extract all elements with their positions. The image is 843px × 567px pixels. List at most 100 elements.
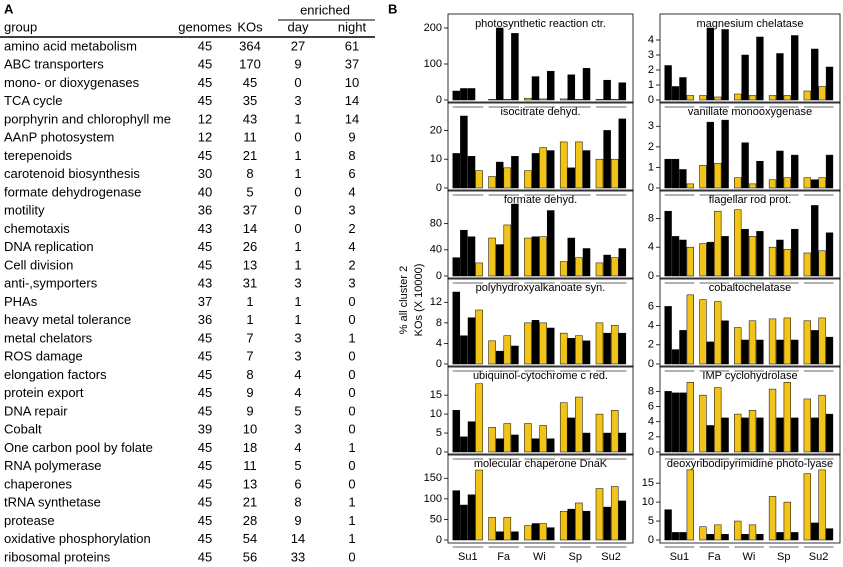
cell-number: 0: [348, 349, 355, 364]
cell-number: 4: [294, 385, 301, 400]
bar: [721, 534, 729, 541]
cell-number: 21: [243, 148, 257, 163]
bar: [467, 88, 476, 101]
cell-label: ABC transporters: [4, 57, 104, 72]
cell-number: 0: [294, 203, 301, 218]
cell-number: 45: [198, 257, 212, 272]
y-tick-label: 4: [648, 320, 654, 332]
bar: [503, 167, 512, 189]
cell-number: 14: [345, 111, 359, 126]
y-tick-label: 100: [424, 58, 442, 70]
panel-frame: [659, 365, 841, 456]
bar: [748, 236, 757, 277]
cell-number: 7: [246, 349, 253, 364]
bar: [610, 325, 619, 365]
bar: [595, 413, 604, 453]
bar: [741, 534, 749, 541]
y-tick-label: 5: [436, 427, 442, 439]
bar: [467, 156, 476, 189]
cell-number: 45: [198, 476, 212, 491]
bar: [768, 388, 777, 453]
cell-number: 8: [246, 367, 253, 382]
cell-number: 3: [294, 422, 301, 437]
x-group-label: Su2: [809, 551, 829, 563]
bar: [734, 177, 742, 189]
cell-number: 45: [243, 75, 257, 90]
cell-number: 1: [348, 330, 355, 345]
bar: [524, 237, 532, 277]
cell-number: 0: [348, 549, 355, 564]
bar: [741, 142, 749, 189]
bar: [567, 338, 576, 365]
bar: [791, 339, 799, 365]
cell-label: One carbon pool by folate: [4, 440, 153, 455]
bar: [756, 36, 764, 101]
bar: [460, 229, 468, 277]
cell-number: 13: [243, 257, 257, 272]
cell-label: Cell division: [4, 257, 73, 272]
panel-frame: [659, 189, 841, 280]
x-group-label: Wi: [533, 551, 546, 563]
bar: [706, 341, 714, 365]
y-axis-label: % all cluster 2: [398, 266, 410, 334]
cell-number: 45: [198, 385, 212, 400]
x-group-label: Sp: [777, 551, 790, 563]
bar: [714, 96, 722, 101]
cell-number: 45: [198, 440, 212, 455]
cell-number: 56: [243, 549, 257, 564]
bar: [559, 261, 568, 277]
bar: [511, 156, 519, 189]
cell-number: 18: [243, 440, 257, 455]
bar: [756, 339, 764, 365]
bar: [803, 177, 811, 189]
bar: [664, 509, 672, 541]
cell-number: 45: [198, 75, 212, 90]
y-tick-label: 100: [424, 493, 442, 505]
bar: [539, 523, 547, 541]
bar: [776, 239, 784, 277]
bar: [664, 158, 672, 189]
bar: [610, 257, 619, 277]
cell-label: motility: [4, 203, 45, 218]
cell-number: 11: [243, 458, 257, 473]
cell-number: 0: [348, 385, 355, 400]
cell-number: 12: [198, 111, 212, 126]
cell-label: DNA repair: [4, 403, 68, 418]
bar: [610, 99, 619, 101]
bar: [706, 241, 714, 277]
bar: [582, 432, 591, 453]
cell-number: 3: [294, 276, 301, 291]
cell-number: 0: [294, 184, 301, 199]
bar: [603, 79, 611, 101]
y-tick-label: 2: [648, 64, 654, 76]
cell-label: protease: [4, 513, 55, 528]
y-tick-label: 4: [648, 416, 654, 428]
bar: [475, 170, 483, 189]
bar: [803, 320, 811, 365]
cell-label: chaperones: [4, 476, 72, 491]
bar: [495, 244, 504, 277]
bar: [811, 179, 819, 189]
bar: [679, 330, 687, 365]
bar: [539, 425, 547, 453]
bar: [776, 53, 784, 101]
cell-number: 8: [294, 495, 301, 510]
bar: [524, 97, 532, 101]
bar: [503, 335, 512, 365]
cell-number: 6: [348, 166, 355, 181]
panel-title: magnesium chelatase: [696, 18, 803, 30]
panel-title: cobaltochelatase: [709, 282, 792, 294]
bar: [706, 425, 714, 453]
cell-number: 4: [294, 440, 301, 455]
y-tick-label: 3: [648, 49, 654, 61]
bar: [603, 332, 611, 365]
cell-number: 0: [294, 130, 301, 145]
cell-number: 3: [348, 276, 355, 291]
cell-number: 45: [198, 495, 212, 510]
cell-label: TCA cycle: [4, 93, 63, 108]
bar: [618, 248, 627, 277]
cell-number: 11: [243, 130, 257, 145]
y-tick-label: 0: [436, 94, 442, 106]
panel-title: IMP cyclohydrolase: [702, 370, 797, 382]
panel-frame: [659, 453, 841, 544]
